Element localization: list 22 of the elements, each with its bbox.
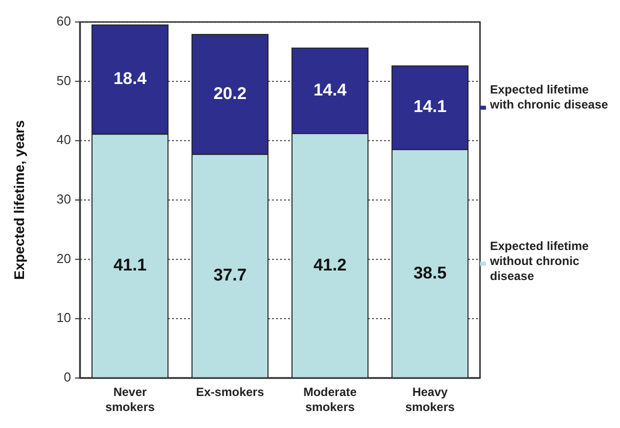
y-tick-label: 10 — [56, 310, 71, 326]
y-tick-label: 20 — [56, 250, 71, 266]
x-tick-label: Moderate smokers — [303, 385, 357, 414]
data-label: 38.5 — [413, 263, 447, 282]
data-label: 41.1 — [113, 256, 147, 275]
y-tick-label: 30 — [56, 191, 71, 206]
x-tick-label: Heavy smokers — [405, 385, 456, 414]
data-label: 18.4 — [113, 69, 148, 88]
x-tick-label: Ex-smokers — [196, 385, 264, 399]
data-label: 41.2 — [313, 255, 347, 274]
y-axis-title: Expected lifetime, years — [11, 120, 27, 280]
x-tick-label: Never smokers — [105, 385, 156, 414]
y-tick-label: 60 — [56, 13, 71, 28]
data-label: 37.7 — [213, 266, 247, 285]
y-tick-label: 50 — [56, 72, 71, 88]
data-label: 14.4 — [313, 80, 348, 100]
series-label: Expected lifetime without chronic disease — [489, 238, 590, 283]
y-tick-label: 40 — [56, 132, 71, 148]
series-label: Expected lifetime with chronic disease — [489, 82, 608, 112]
data-label: 20.2 — [213, 84, 247, 103]
y-tick-label: 0 — [64, 369, 71, 384]
data-label: 14.1 — [413, 97, 447, 116]
